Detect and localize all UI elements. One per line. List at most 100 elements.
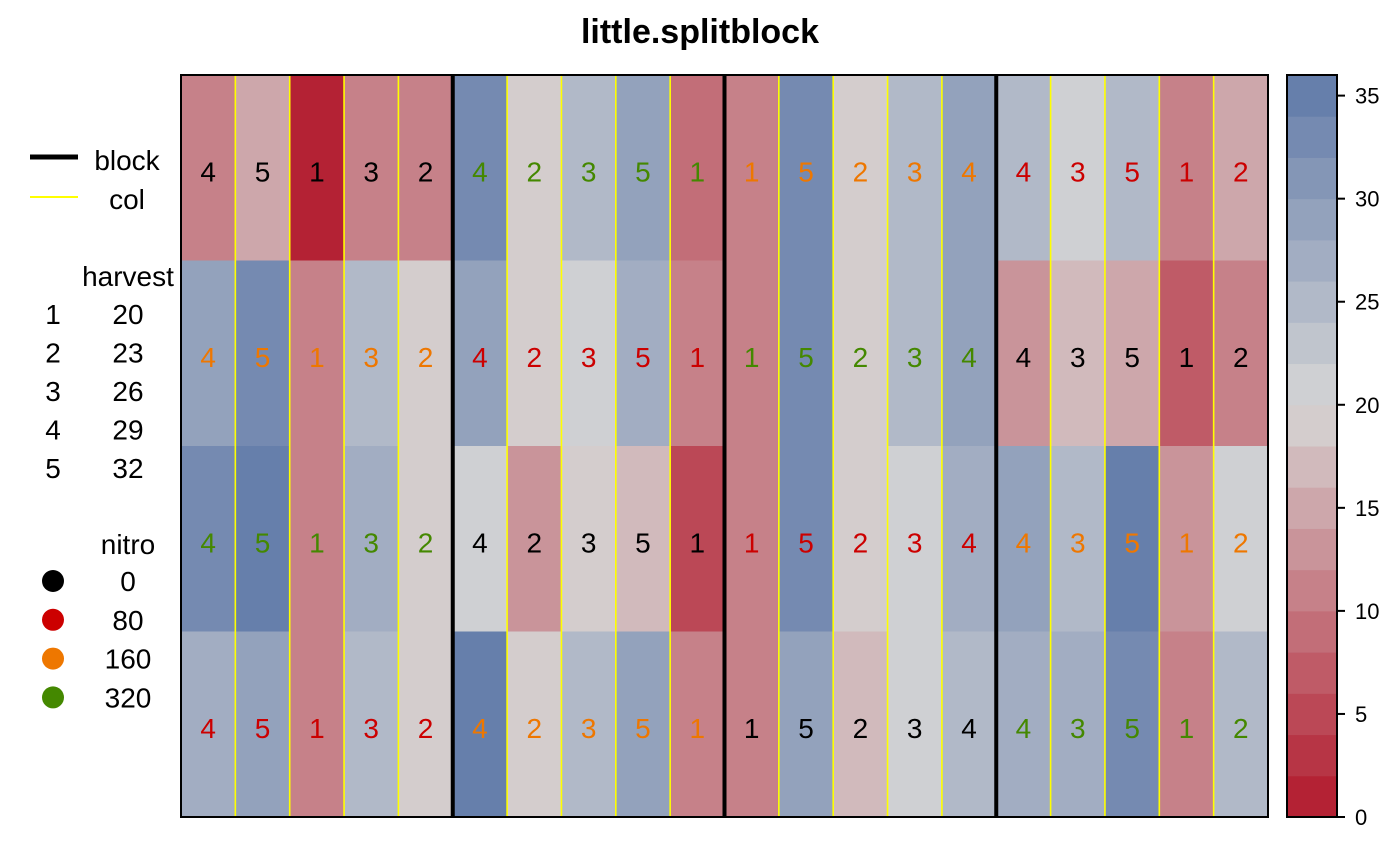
cell-label: 3 (1070, 342, 1086, 373)
cell-label: 2 (526, 156, 542, 187)
heatmap-cell (235, 260, 291, 447)
cell-label: 5 (255, 342, 271, 373)
cell-label: 3 (581, 342, 597, 373)
cell-label: 2 (1233, 156, 1249, 187)
cell-label: 3 (1070, 713, 1086, 744)
harvest-key: 4 (45, 415, 61, 446)
heatmap-cell (996, 75, 1052, 261)
heatmap-cell (344, 260, 399, 447)
harvest-key: 3 (45, 376, 61, 407)
cell-label: 1 (309, 713, 325, 744)
heatmap-cell (887, 631, 943, 818)
legend-harvest-items: 1 20 2 23 3 26 4 29 5 32 (45, 299, 143, 484)
cell-label: 5 (798, 342, 814, 373)
cell-label: 4 (961, 527, 977, 558)
heatmap-cell (778, 260, 834, 447)
heatmap-cell (235, 631, 291, 818)
heatmap-cell (996, 631, 1052, 818)
heatmap-cell (778, 446, 834, 632)
heatmap-cell (1159, 260, 1215, 447)
heatmap-cell (724, 631, 780, 818)
heatmap-cell (670, 75, 725, 261)
cell-label: 5 (255, 713, 271, 744)
cell-label: 4 (200, 527, 216, 558)
cell-label: 5 (635, 342, 651, 373)
heatmap-cell (615, 260, 671, 447)
legend: block col harvest 1 202 233 264 295 32 nitro … (30, 145, 174, 713)
cell-label: 4 (961, 156, 977, 187)
heatmap-cell (615, 446, 671, 632)
heatmap-cell (289, 446, 345, 632)
cell-label: 4 (1016, 527, 1032, 558)
colorbar-level (1287, 610, 1337, 653)
cell-label: 5 (635, 527, 651, 558)
cell-label: 1 (1179, 713, 1195, 744)
heatmap-cell (181, 75, 236, 261)
cell-label: 5 (255, 527, 271, 558)
cell-label: 1 (309, 342, 325, 373)
colorbar-level (1287, 528, 1337, 571)
nitro-swatch (42, 647, 64, 670)
colorbar-level (1287, 116, 1337, 158)
cell-label: 4 (961, 342, 977, 373)
cell-label: 3 (581, 527, 597, 558)
heatmap-cell (1213, 260, 1269, 447)
heatmap-cell (1104, 75, 1160, 261)
heatmap-cell (724, 75, 780, 261)
heatmap-cell (1050, 631, 1106, 818)
harvest-value: 29 (112, 415, 143, 446)
colorbar-tick-label: 0 (1355, 805, 1367, 830)
cell-label: 5 (1124, 713, 1140, 744)
cell-label: 1 (309, 156, 325, 187)
heatmap-cell (670, 631, 725, 818)
heatmap-cell (833, 631, 889, 818)
cell-label: 1 (744, 713, 760, 744)
heatmap-cell (1213, 446, 1269, 632)
colorbar-level (1287, 775, 1337, 818)
cell-label: 5 (1124, 156, 1140, 187)
heatmap-cell (1159, 446, 1215, 632)
heatmap-cell (1104, 631, 1160, 818)
colorbar-level (1287, 734, 1337, 777)
heatmap-cell (941, 631, 997, 818)
chart-title: little.splitblock (581, 13, 819, 51)
cell-label: 2 (418, 713, 434, 744)
cell-label: 4 (472, 156, 488, 187)
heatmap-cell (398, 260, 454, 447)
heatmap-cell (398, 631, 454, 818)
cell-label: 2 (418, 342, 434, 373)
cell-label: 1 (690, 342, 706, 373)
nitro-swatch (42, 608, 64, 631)
cell-label: 2 (1233, 527, 1249, 558)
heatmap-cell (561, 260, 617, 447)
colorbar-tick-label: 10 (1355, 599, 1379, 624)
heatmap-cell (507, 260, 562, 447)
harvest-key: 5 (45, 453, 61, 484)
heatmap-cell (561, 446, 617, 632)
heatmap-cell (235, 446, 291, 632)
heatmap-cell (1159, 75, 1215, 261)
cell-label: 1 (744, 342, 760, 373)
cell-label: 1 (309, 527, 325, 558)
cell-label: 1 (1179, 156, 1195, 187)
colorbar-level (1287, 487, 1337, 529)
cell-label: 5 (635, 156, 651, 187)
cell-label: 5 (798, 156, 814, 187)
cell-label: 4 (200, 156, 216, 187)
heatmap-cell (181, 631, 236, 818)
colorbar-level (1287, 239, 1337, 282)
heatmap-cell (833, 260, 889, 447)
colorbar-level (1287, 363, 1337, 406)
legend-col-label: col (109, 184, 145, 215)
cell-label: 3 (363, 342, 379, 373)
cell-label: 1 (690, 713, 706, 744)
cell-label: 2 (418, 156, 434, 187)
cell-label: 4 (200, 713, 216, 744)
heatmap-cell (1159, 631, 1215, 818)
heatmap-cell (452, 260, 508, 447)
heatmap-cell (941, 75, 997, 261)
heatmap-cell (289, 260, 345, 447)
heatmap-cell (887, 446, 943, 632)
heatmap-cell (398, 446, 454, 632)
